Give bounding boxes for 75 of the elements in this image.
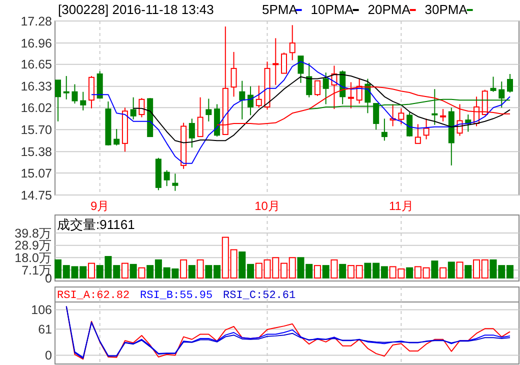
candlestick — [306, 62, 312, 98]
bar — [188, 265, 196, 278]
y-tick-label: 15.07 — [20, 166, 52, 180]
bar — [406, 267, 414, 278]
y-tick-label: 0 — [45, 348, 52, 363]
y-tick-label: 15.38 — [20, 145, 52, 160]
chart-title: 成交量:91161 — [57, 217, 135, 232]
candlestick — [80, 91, 86, 111]
bar — [440, 267, 447, 278]
candlestick — [114, 128, 120, 146]
candlestick — [230, 51, 237, 98]
bar — [330, 259, 338, 278]
legend-label: 20PMA — [368, 2, 411, 17]
text: RSI_C:52.61 — [223, 290, 296, 302]
legend-label: 5PMA — [262, 2, 298, 17]
y-tick-label: 14.75 — [20, 188, 52, 202]
candlestick — [281, 52, 287, 74]
candlestick — [206, 98, 212, 122]
candlestick — [256, 85, 262, 108]
y-tick-label: 16.65 — [20, 58, 52, 72]
bar — [448, 262, 455, 278]
bar — [322, 265, 330, 278]
candlestick — [172, 173, 178, 192]
text: RSI_B:55.95 — [140, 290, 213, 302]
candlestick — [289, 24, 296, 61]
bar — [138, 267, 146, 278]
y-tick-label: 15.70 — [20, 123, 52, 138]
bar — [180, 259, 188, 278]
y-tick-label: 28.9万 — [14, 238, 52, 253]
candlestick — [381, 118, 388, 142]
candlestick — [272, 38, 279, 86]
bar — [464, 265, 472, 278]
legend-label: 10PMA — [310, 2, 354, 17]
candlestick — [248, 86, 254, 116]
bar — [121, 262, 128, 278]
candlestick — [188, 118, 195, 148]
candlestick — [440, 108, 446, 122]
candlestick — [138, 98, 145, 118]
candlestick — [72, 84, 78, 104]
y-tick-label: 61 — [38, 322, 52, 336]
candlestick — [63, 76, 70, 100]
y-tick-label: 16.96 — [20, 36, 52, 50]
y-tick-label: 39.8万 — [14, 226, 52, 240]
y-tick-label: 16.02 — [20, 101, 52, 116]
y-tick-label: 18.0万 — [14, 251, 52, 266]
bar — [456, 262, 464, 278]
y-tick-label: 16.33 — [20, 80, 52, 94]
chart-title: [300228] 2016-11-18 13:43 — [58, 2, 214, 17]
candlestick — [130, 96, 136, 120]
candlestick — [55, 80, 61, 122]
candlestick — [423, 118, 430, 140]
bar — [339, 264, 346, 278]
candlestick — [197, 96, 204, 138]
x-tick-label: 9月 — [90, 199, 110, 213]
y-tick-label: 17.28 — [20, 14, 52, 28]
x-tick-label: 10月 — [254, 199, 280, 213]
x-tick-label: 11月 — [388, 199, 414, 213]
candlestick — [88, 76, 94, 109]
candlestick — [398, 108, 404, 125]
bar — [431, 260, 438, 278]
candlestick — [507, 73, 513, 94]
candlestick — [490, 76, 496, 92]
bar — [88, 262, 95, 278]
candlestick — [414, 124, 421, 144]
candlestick — [314, 80, 320, 96]
candlestick — [298, 56, 304, 84]
bar — [196, 259, 204, 278]
series-label: RSI_A:62.82 — [57, 290, 130, 302]
bar — [130, 264, 137, 278]
candlestick — [322, 72, 329, 105]
candlestick — [164, 170, 170, 187]
bar — [314, 265, 321, 278]
y-tick-label: 106 — [31, 303, 52, 318]
candlestick — [239, 80, 246, 120]
legend-label: 30PMA — [424, 2, 468, 17]
